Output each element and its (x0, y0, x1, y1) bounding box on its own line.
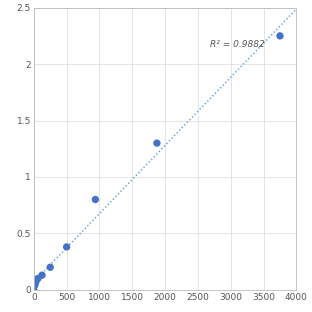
Point (31, 287, 36, 292)
Point (64, 244, 69, 249)
Point (48, 265, 53, 270)
Point (32, 283, 37, 288)
Point (40, 273, 45, 278)
Point (35, 276, 40, 281)
Text: R² = 0.9882: R² = 0.9882 (210, 41, 265, 49)
Point (277, 33, 282, 38)
Point (154, 141, 159, 146)
Point (33, 280, 38, 285)
Point (93, 197, 98, 202)
